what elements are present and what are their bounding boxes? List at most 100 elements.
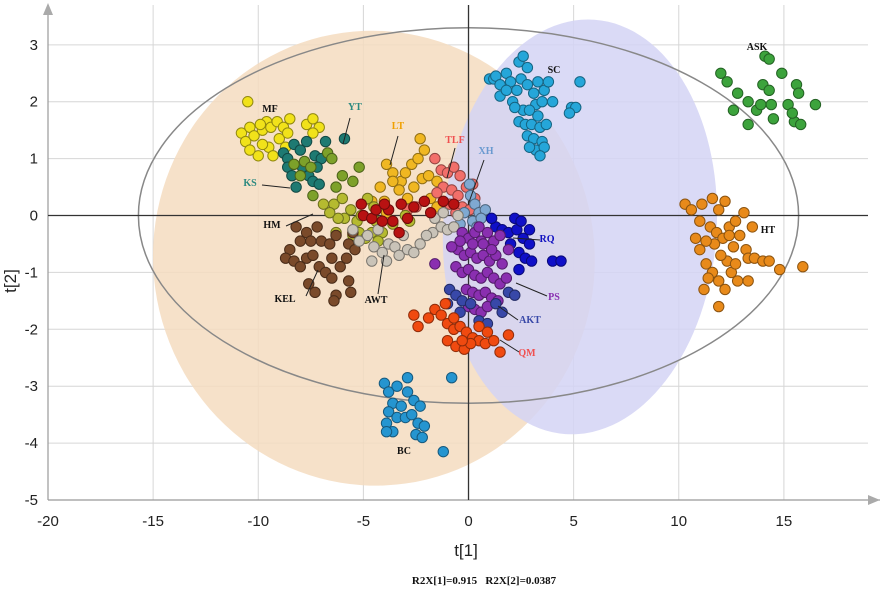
series-unlabeled <box>355 195 460 239</box>
x-tick-label: 0 <box>464 513 472 530</box>
data-point <box>723 229 735 242</box>
data-point <box>305 161 317 173</box>
data-point <box>454 235 466 247</box>
data-point <box>326 252 338 264</box>
data-point <box>418 195 431 207</box>
x-tick-label: -5 <box>357 513 370 530</box>
data-point <box>706 192 719 205</box>
series-kel <box>279 221 361 307</box>
data-point <box>696 198 708 210</box>
data-point <box>795 118 807 131</box>
series-yt <box>277 133 351 193</box>
data-point <box>412 320 424 333</box>
data-point <box>496 258 508 270</box>
data-point <box>380 426 393 438</box>
data-point <box>540 118 553 131</box>
data-point <box>256 138 269 151</box>
leader-line <box>342 117 351 145</box>
group-label: HM <box>263 220 281 231</box>
data-point <box>353 235 365 247</box>
data-point <box>267 150 279 162</box>
data-point <box>473 221 485 233</box>
data-point <box>326 152 338 165</box>
data-point <box>431 187 443 199</box>
data-point <box>445 241 458 253</box>
data-point <box>448 198 460 210</box>
data-point <box>713 300 725 313</box>
data-point <box>448 161 460 173</box>
data-point <box>387 175 399 188</box>
data-point <box>746 221 759 233</box>
group-label: AWT <box>365 295 388 306</box>
data-point <box>767 113 780 125</box>
data-point <box>345 204 357 216</box>
data-point <box>523 141 536 153</box>
y-axis-arrow <box>43 3 53 15</box>
data-point <box>380 158 393 171</box>
data-point <box>330 181 342 193</box>
data-point <box>273 133 285 145</box>
data-point <box>382 406 395 418</box>
data-point <box>294 169 307 182</box>
x-tick-label: 15 <box>776 513 793 530</box>
data-point <box>324 206 336 219</box>
data-point <box>523 104 536 116</box>
y-tick-label: -5 <box>25 492 38 509</box>
series-ks <box>288 147 365 202</box>
group-label: KEL <box>274 294 295 305</box>
data-point <box>731 275 744 287</box>
data-point <box>527 87 540 99</box>
data-point <box>454 169 466 182</box>
data-point <box>336 192 349 205</box>
leader-line <box>446 147 456 179</box>
data-point <box>509 289 521 301</box>
y-tick-label: -2 <box>25 321 38 338</box>
data-point <box>408 246 420 259</box>
data-point <box>448 312 460 324</box>
data-point <box>742 275 754 287</box>
series-bc <box>378 371 458 458</box>
data-point <box>408 309 420 321</box>
data-point <box>429 152 441 165</box>
data-point <box>797 261 809 273</box>
group-label: QM <box>518 348 536 359</box>
data-point <box>294 235 307 247</box>
data-point <box>406 408 418 421</box>
data-point <box>734 229 746 242</box>
data-point <box>729 215 742 227</box>
data-point <box>727 241 740 253</box>
group-label: AKT <box>519 315 541 326</box>
data-point <box>521 61 534 74</box>
data-point <box>689 232 702 244</box>
data-point <box>244 144 256 156</box>
data-point <box>422 312 435 324</box>
data-point <box>488 334 500 347</box>
plot-frame <box>43 3 880 505</box>
data-point <box>441 334 454 347</box>
data-point <box>393 249 405 262</box>
data-point <box>309 286 321 299</box>
data-point <box>387 215 399 227</box>
data-point <box>500 272 513 284</box>
data-point <box>727 104 740 116</box>
data-point <box>254 118 267 131</box>
data-point <box>408 181 420 193</box>
data-point <box>347 175 359 188</box>
series-akt <box>441 283 521 330</box>
data-point <box>742 118 754 131</box>
group-label: PS <box>548 292 560 303</box>
data-point <box>437 195 449 207</box>
group-label: ASK <box>747 42 768 53</box>
data-point <box>330 229 342 242</box>
series-ps <box>429 221 515 318</box>
data-point <box>517 50 529 62</box>
data-point <box>439 298 452 310</box>
data-point <box>382 386 395 398</box>
data-point <box>776 67 788 79</box>
data-point <box>418 144 431 156</box>
data-point <box>294 144 307 156</box>
data-point <box>685 204 698 216</box>
data-point <box>355 198 367 210</box>
